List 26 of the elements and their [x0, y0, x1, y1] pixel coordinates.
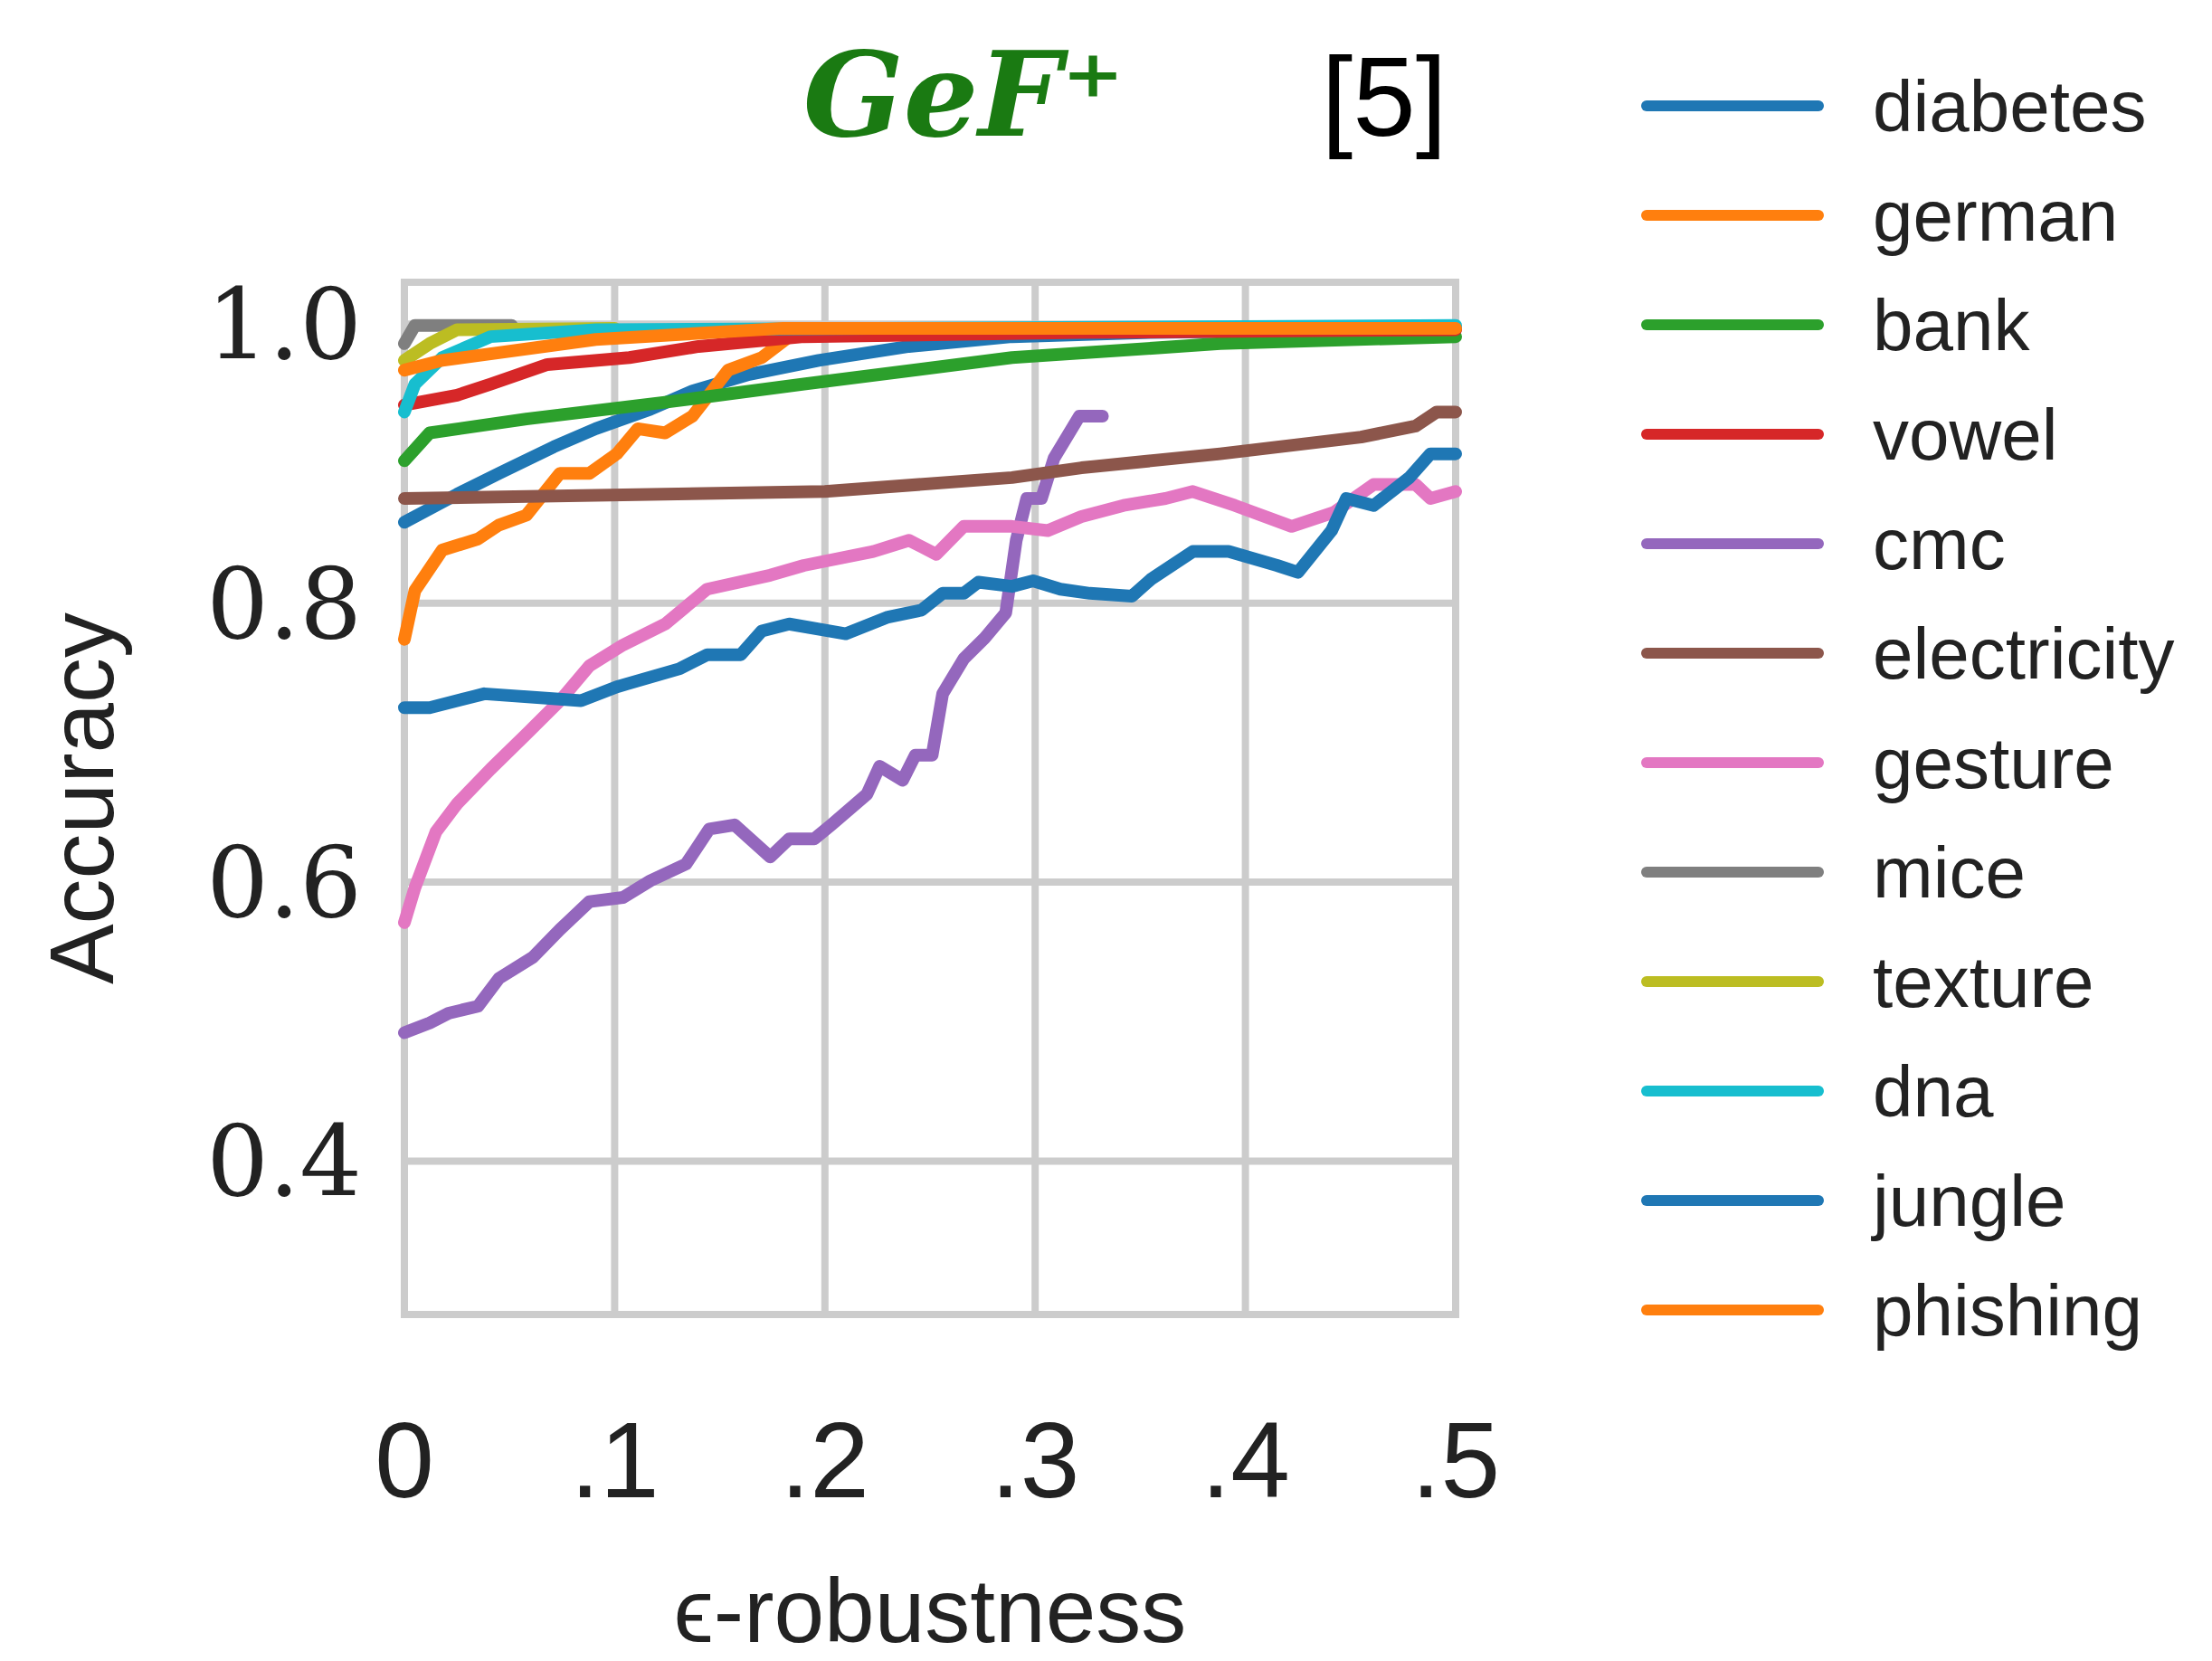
- legend-label: cmc: [1873, 504, 2006, 584]
- x-tick-label: .4: [1201, 1400, 1290, 1520]
- y-axis-title: Accuracy: [31, 612, 132, 985]
- y-tick-label: 1.0: [206, 268, 362, 382]
- x-tick-label: .5: [1410, 1400, 1501, 1520]
- y-tick-label: 0.6: [206, 826, 362, 940]
- x-tick-label: .3: [990, 1400, 1080, 1520]
- legend-label: jungle: [1871, 1161, 2066, 1241]
- x-tick-label: .1: [570, 1400, 660, 1520]
- x-axis-title: ϵ-robustness: [673, 1560, 1187, 1661]
- legend-label: diabetes: [1873, 66, 2147, 147]
- legend-label: texture: [1873, 942, 2094, 1022]
- legend-label: electricity: [1873, 613, 2175, 694]
- legend-label: dna: [1873, 1051, 1994, 1132]
- legend-label: bank: [1873, 285, 2031, 365]
- legend-label: gesture: [1873, 723, 2114, 803]
- x-tick-label: 0: [375, 1400, 434, 1520]
- chart-title: GeF⁺: [802, 25, 1125, 164]
- y-tick-label: 0.4: [206, 1105, 362, 1219]
- chart-subtitle: [5]: [1321, 33, 1448, 159]
- legend-label: vowel: [1873, 394, 2058, 475]
- legend-label: german: [1873, 176, 2119, 256]
- legend-label: mice: [1873, 832, 2026, 913]
- y-tick-label: 0.8: [206, 546, 362, 660]
- x-tick-label: .2: [780, 1400, 870, 1520]
- legend-label: phishing: [1873, 1270, 2143, 1351]
